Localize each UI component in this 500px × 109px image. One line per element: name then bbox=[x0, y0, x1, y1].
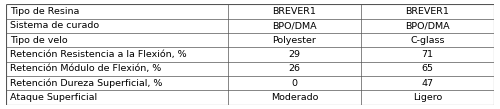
Text: 26: 26 bbox=[288, 64, 300, 73]
Bar bbox=[6, 33, 494, 47]
Text: 29: 29 bbox=[288, 50, 300, 59]
Text: Sistema de curado: Sistema de curado bbox=[10, 21, 99, 30]
Text: 47: 47 bbox=[422, 79, 434, 88]
Text: Retención Resistencia a la Flexión, %: Retención Resistencia a la Flexión, % bbox=[10, 50, 186, 59]
Bar bbox=[6, 90, 494, 105]
Text: 0: 0 bbox=[292, 79, 298, 88]
Bar bbox=[6, 4, 494, 19]
Text: BPO/DMA: BPO/DMA bbox=[405, 21, 450, 30]
Text: Tipo de Resina: Tipo de Resina bbox=[10, 7, 80, 16]
Text: BREVER1: BREVER1 bbox=[406, 7, 450, 16]
Bar bbox=[6, 62, 494, 76]
Bar bbox=[6, 47, 494, 62]
Text: Retención Módulo de Flexión, %: Retención Módulo de Flexión, % bbox=[10, 64, 161, 73]
Text: BPO/DMA: BPO/DMA bbox=[272, 21, 316, 30]
Text: Ligero: Ligero bbox=[413, 93, 442, 102]
Text: 71: 71 bbox=[422, 50, 434, 59]
Text: C-glass: C-glass bbox=[410, 36, 444, 45]
Text: Ataque Superficial: Ataque Superficial bbox=[10, 93, 97, 102]
Bar bbox=[6, 76, 494, 90]
Bar bbox=[6, 19, 494, 33]
Text: Tipo de velo: Tipo de velo bbox=[10, 36, 68, 45]
Text: 65: 65 bbox=[422, 64, 434, 73]
Text: Moderado: Moderado bbox=[270, 93, 318, 102]
Text: BREVER1: BREVER1 bbox=[272, 7, 316, 16]
Text: Polyester: Polyester bbox=[272, 36, 316, 45]
Text: Retención Dureza Superficial, %: Retención Dureza Superficial, % bbox=[10, 78, 162, 88]
